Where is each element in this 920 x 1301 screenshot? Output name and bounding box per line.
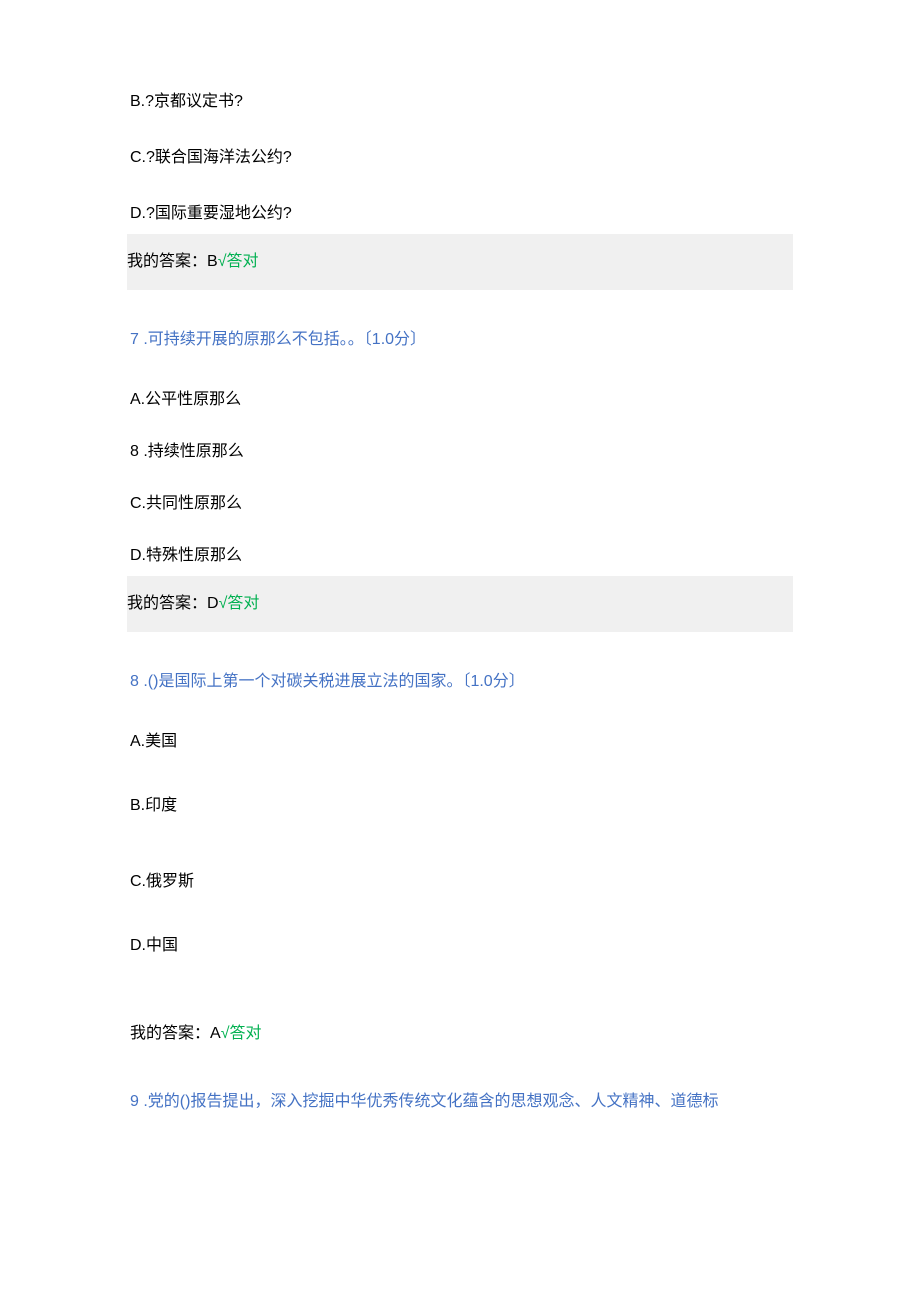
q8-correct-text: 答对 [229,1025,261,1042]
q8-num: 8 [130,673,139,690]
q8-sep: . [139,673,148,690]
q8-options: A.美国 B.印度 C.俄罗斯 D.中国 [130,730,790,958]
q6-option-c: C.?联合国海洋法公约? [130,146,790,170]
q7-option-b: 8 .持续性原那么 [130,440,790,464]
q6-answer-letter: B [207,253,218,270]
q7-question: 7 .可持续开展的原那么不包括。。〔1.0分〕 [130,328,790,352]
q8-answer-letter: A [210,1025,221,1042]
q7-sep: . [139,331,148,348]
q6-option-d: D.?国际重要湿地公约? [130,202,790,226]
q9-sep: . [139,1093,148,1110]
q6-answer-box: 我的答案：B√答对 [127,234,793,290]
q8-option-b: B.印度 [130,794,790,818]
q7-answer-letter: D [207,595,219,612]
q6-correct-text: 答对 [226,253,258,270]
q7-option-c: C.共同性原那么 [130,492,790,516]
q9-text: 党的()报告提出，深入挖掘中华优秀传统文化蕴含的思想观念、人文精神、道德标 [148,1093,719,1110]
q7-answer-label: 我的答案： [127,595,207,612]
q8-question: 8 .()是国际上第一个对碳关税进展立法的国家。〔1.0分〕 [130,670,790,694]
q6-option-b: B.?京都议定书? [130,90,790,114]
q8-answer-box: 我的答案：A√答对 [130,1010,790,1058]
q7-correct-text: 答对 [227,595,259,612]
q8-option-d: D.中国 [130,934,790,958]
q9-question: 9 .党的()报告提出，深入挖掘中华优秀传统文化蕴含的思想观念、人文精神、道德标 [130,1090,790,1114]
q6-answer-label: 我的答案： [127,253,207,270]
q7-text: 可持续开展的原那么不包括。。〔1.0分〕 [148,331,426,348]
q9-num: 9 [130,1093,139,1110]
q7-num: 7 [130,331,139,348]
q7-option-d: D.特殊性原那么 [130,544,790,568]
q7-answer-box: 我的答案：D√答对 [127,576,793,632]
q8-text: ()是国际上第一个对碳关税进展立法的国家。〔1.0分〕 [148,673,525,690]
q8-option-a: A.美国 [130,730,790,754]
q8-answer-label: 我的答案： [130,1025,210,1042]
q8-option-c: C.俄罗斯 [130,870,790,894]
q7-options: A.公平性原那么 8 .持续性原那么 C.共同性原那么 D.特殊性原那么 [130,388,790,568]
q7-option-a: A.公平性原那么 [130,388,790,412]
